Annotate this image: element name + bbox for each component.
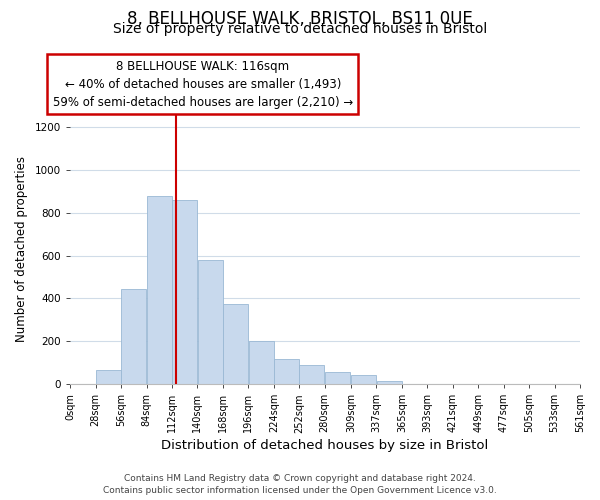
Bar [299,365,325,384]
Bar [96,370,121,384]
Text: 8 BELLHOUSE WALK: 116sqm
← 40% of detached houses are smaller (1,493)
59% of sem: 8 BELLHOUSE WALK: 116sqm ← 40% of detach… [53,60,353,109]
Text: Contains HM Land Registry data © Crown copyright and database right 2024.
Contai: Contains HM Land Registry data © Crown c… [103,474,497,495]
Bar [197,260,223,384]
Bar [223,304,248,384]
Bar [274,360,299,384]
Bar [377,381,401,384]
Bar [147,196,172,384]
Bar [172,200,197,384]
Y-axis label: Number of detached properties: Number of detached properties [15,156,28,342]
Bar [325,372,350,384]
X-axis label: Distribution of detached houses by size in Bristol: Distribution of detached houses by size … [161,440,489,452]
Text: Size of property relative to detached houses in Bristol: Size of property relative to detached ho… [113,22,487,36]
Bar [121,288,146,384]
Bar [248,341,274,384]
Bar [351,375,376,384]
Text: 8, BELLHOUSE WALK, BRISTOL, BS11 0UE: 8, BELLHOUSE WALK, BRISTOL, BS11 0UE [127,10,473,28]
